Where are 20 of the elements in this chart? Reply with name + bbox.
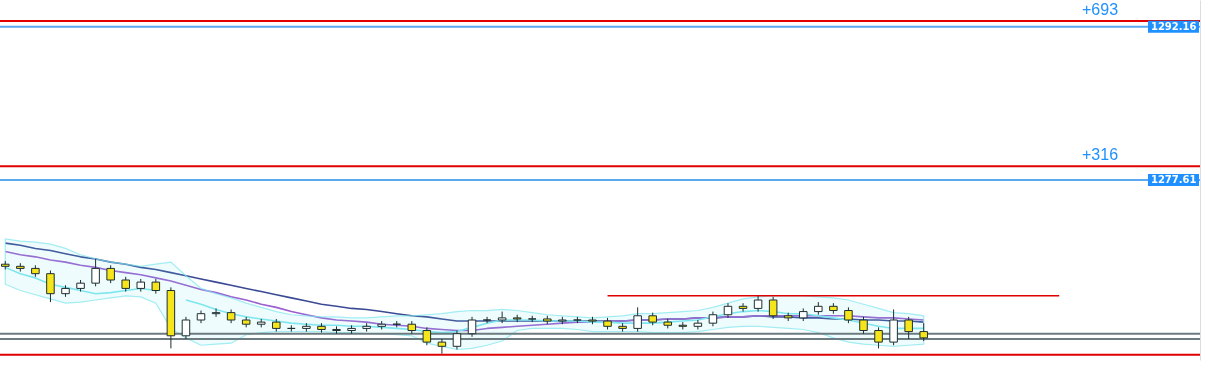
- candlestick: [904, 316, 913, 340]
- annotation: +693: [1081, 1, 1119, 19]
- candlestick: [467, 316, 477, 338]
- candlestick: [768, 296, 778, 320]
- candlestick: [738, 302, 748, 313]
- candlestick: [693, 319, 703, 330]
- candlestick: [211, 307, 221, 318]
- candlestick: [482, 316, 492, 324]
- y-tick-label: 1292.16: [1150, 21, 1197, 33]
- candlestick: [181, 316, 191, 340]
- candlestick: [46, 270, 55, 303]
- candlestick: [874, 326, 883, 349]
- candlestick: [437, 338, 447, 355]
- annotation: +316: [1081, 146, 1119, 164]
- candlestick: [633, 306, 642, 333]
- candlestick: [452, 330, 462, 350]
- candlestick: [497, 311, 507, 324]
- y-tick-label: 1277.61: [1150, 174, 1197, 186]
- candlestick: [889, 308, 898, 346]
- candlestick: [91, 258, 100, 287]
